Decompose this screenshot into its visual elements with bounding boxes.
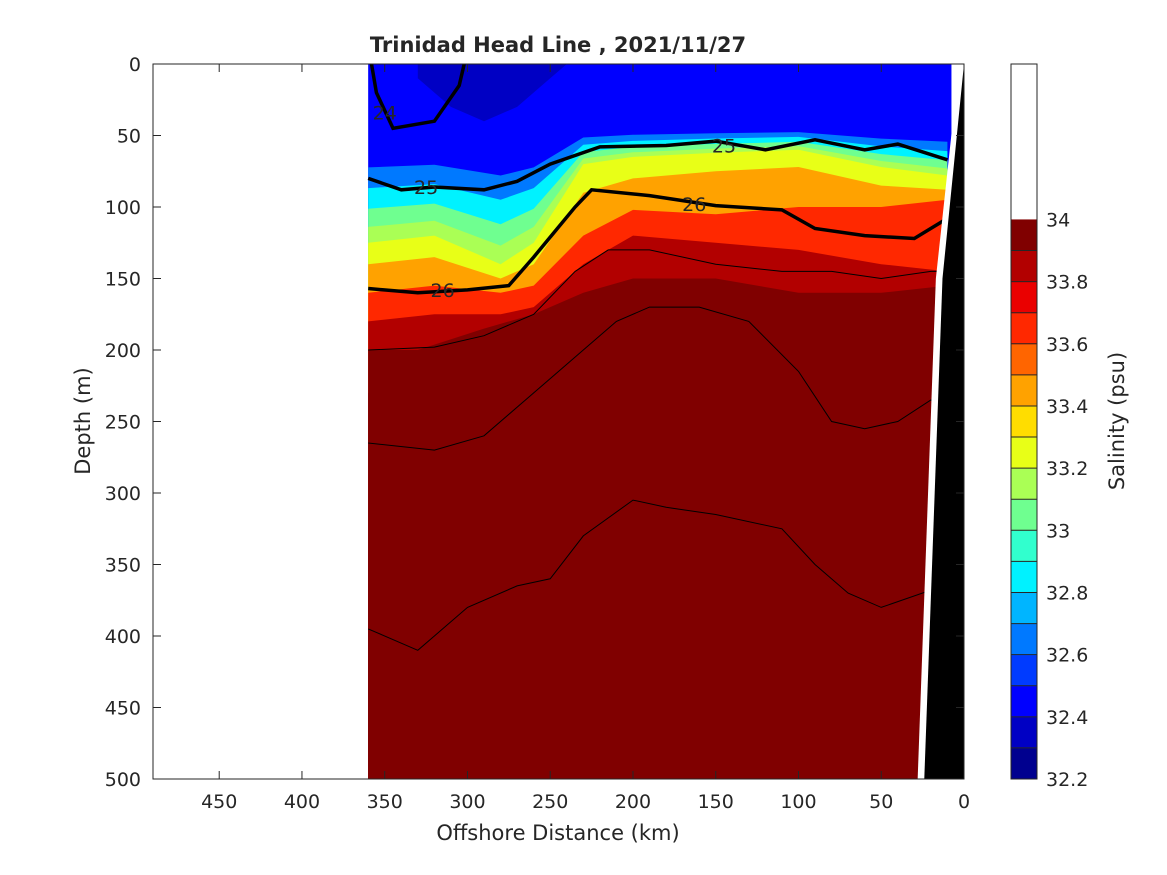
y-axis-label: Depth (m) [71, 367, 95, 474]
colorbar-tick-label: 33 [1046, 520, 1070, 542]
colorbar-tick-label: 32.4 [1046, 707, 1088, 729]
density-contour-26 [368, 187, 949, 295]
x-tick-label: 300 [449, 791, 485, 813]
colorbar-swatch [1011, 530, 1037, 562]
y-tick-label: 350 [105, 555, 141, 577]
density-contours [367, 64, 949, 651]
colorbar-swatch [1011, 312, 1037, 345]
density-contour-24 [369, 64, 466, 131]
colorbar-swatch [1011, 405, 1037, 438]
density-contour-thin-5 [368, 499, 948, 651]
seafloor-shape [924, 64, 964, 779]
x-tick-label: 150 [698, 791, 734, 813]
colorbar-swatch [1011, 281, 1037, 314]
colorbar-swatch [1011, 250, 1037, 283]
y-tick-label: 400 [105, 626, 141, 648]
salinity-field [368, 64, 952, 779]
chart-title: Trinidad Head Line , 2021/11/27 [370, 33, 746, 57]
y-tick-label: 200 [105, 340, 141, 362]
x-axis-label: Offshore Distance (km) [436, 821, 679, 845]
colorbar-swatch [1011, 343, 1037, 376]
density-contour-thin-4 [368, 306, 948, 451]
colorbar-swatch [1011, 623, 1037, 656]
colorbar-tick-label: 33.6 [1046, 334, 1088, 356]
density-contour-thin-3 [368, 249, 948, 351]
y-tick-label: 500 [105, 769, 141, 791]
y-tick-label: 300 [105, 483, 141, 505]
x-tick-label: 450 [201, 791, 237, 813]
x-tick-label: 400 [284, 791, 320, 813]
y-tick-label: 150 [105, 269, 141, 291]
colorbar-tick-label: 33.2 [1046, 458, 1088, 480]
colorbar: 32.2 32.4 32.6 32.8 33 33.2 33.4 33.6 33.8 34 [1010, 63, 1088, 791]
x-tick-label: 200 [615, 791, 651, 813]
colorbar-swatch [1011, 499, 1037, 531]
colorbar-swatch [1011, 592, 1037, 625]
colorbar-tick-label: 32.6 [1046, 645, 1088, 667]
colorbar-tick-label: 33.4 [1046, 396, 1088, 418]
x-tick-label: 350 [367, 791, 403, 813]
density-contour-25 [367, 138, 948, 192]
x-tick-label: 100 [780, 791, 816, 813]
contour-label-25-b: 25 [712, 136, 736, 158]
x-tick-label: 0 [958, 791, 970, 813]
y-tick-label: 50 [117, 126, 141, 148]
x-tick-label: 50 [869, 791, 893, 813]
salinity-layer-34.2 [368, 650, 948, 779]
contour-label-26: 26 [431, 280, 455, 302]
x-tick-label: 250 [532, 791, 568, 813]
colorbar-label: Salinity (psu) [1105, 352, 1129, 490]
colorbar-tick-label: 34 [1046, 209, 1070, 231]
y-axis-ticks: 0 50 100 150 200 250 300 350 400 450 500 [105, 54, 964, 791]
colorbar-swatch [1011, 561, 1037, 593]
colorbar-swatch [1011, 685, 1037, 718]
colorbar-frame [1010, 63, 1038, 780]
colorbar-swatch [1011, 716, 1037, 749]
contour-labels: 24 25 25 26 26 [373, 103, 736, 302]
colorbar-swatch [1011, 747, 1037, 780]
contour-label-26-b: 26 [682, 194, 706, 216]
contour-label-24: 24 [373, 103, 397, 125]
colorbar-swatch [1011, 468, 1037, 500]
colorbar-swatch [1011, 437, 1037, 469]
colorbar-swatch [1011, 374, 1037, 407]
y-tick-label: 100 [105, 197, 141, 219]
contour-label-25: 25 [414, 177, 438, 199]
colorbar-swatch [1011, 219, 1037, 252]
x-axis-ticks: 450 400 350 300 250 200 150 100 50 0 [201, 64, 970, 813]
y-tick-label: 450 [105, 698, 141, 720]
bathymetry [917, 64, 964, 779]
colorbar-tick-label: 32.8 [1046, 582, 1088, 604]
y-tick-label: 250 [105, 412, 141, 434]
colorbar-tick-label: 32.2 [1046, 769, 1088, 791]
y-tick-label: 0 [129, 54, 141, 76]
salinity-layer-freshest [417, 64, 567, 122]
colorbar-tick-label: 33.8 [1046, 272, 1088, 294]
colorbar-swatch [1011, 654, 1037, 687]
